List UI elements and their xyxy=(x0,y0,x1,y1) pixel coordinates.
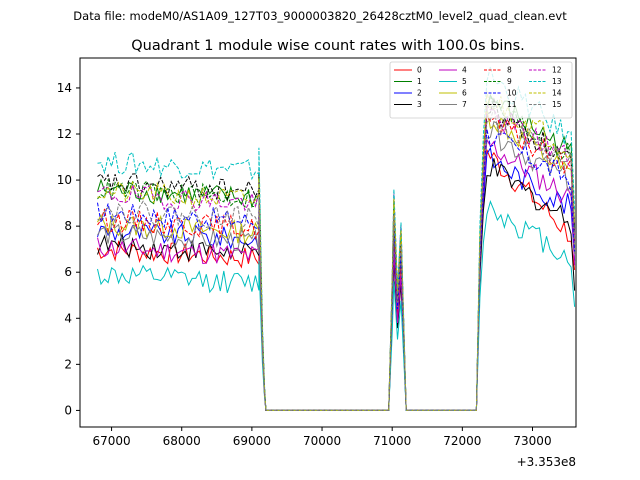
legend-label-0: 0 xyxy=(417,66,422,75)
legend-box xyxy=(389,61,573,119)
x-tick-label: 72000 xyxy=(443,434,481,448)
x-tick-label: 67000 xyxy=(92,434,130,448)
y-tick-label: 12 xyxy=(57,127,72,141)
x-tick-label: 69000 xyxy=(233,434,271,448)
legend-label-2: 2 xyxy=(417,89,422,98)
y-tick-label: 6 xyxy=(64,265,72,279)
axes-frame xyxy=(79,57,577,428)
x-axis: 67000 68000 69000 70000 71000 72000 73000 xyxy=(92,427,552,448)
legend-label-14: 14 xyxy=(552,89,562,98)
y-tick-label: 8 xyxy=(64,219,72,233)
legend-label-6: 6 xyxy=(462,89,467,98)
x-tick-label: 70000 xyxy=(303,434,341,448)
legend-label-13: 13 xyxy=(552,77,562,86)
y-tick-label: 2 xyxy=(64,357,72,371)
series-line-4 xyxy=(97,137,576,411)
legend-label-4: 4 xyxy=(462,66,467,75)
y-tick-label: 14 xyxy=(57,81,72,95)
y-axis: 0 2 4 6 8 10 12 14 xyxy=(57,81,80,417)
y-tick-label: 10 xyxy=(57,173,72,187)
legend-label-11: 11 xyxy=(507,100,517,109)
x-tick-label: 73000 xyxy=(513,434,551,448)
legend-label-1: 1 xyxy=(417,77,422,86)
legend-label-9: 9 xyxy=(507,77,512,86)
legend-label-12: 12 xyxy=(552,66,562,75)
series-line-10 xyxy=(97,129,576,411)
series-line-15 xyxy=(97,108,576,411)
y-tick-label: 4 xyxy=(64,311,72,325)
y-tick-label: 0 xyxy=(64,403,72,417)
figure-suptitle: Data file: modeM0/AS1A09_127T03_90000038… xyxy=(73,9,567,23)
x-offset-text: +3.353e8 xyxy=(517,455,576,469)
legend-label-7: 7 xyxy=(462,100,467,109)
series-line-3 xyxy=(97,158,576,411)
legend-label-8: 8 xyxy=(507,66,512,75)
legend-label-10: 10 xyxy=(507,89,517,98)
legend-label-3: 3 xyxy=(417,100,422,109)
x-tick-label: 71000 xyxy=(373,434,411,448)
legend-label-15: 15 xyxy=(552,100,562,109)
series-layer xyxy=(97,66,576,411)
series-line-2 xyxy=(97,146,576,411)
x-tick-label: 68000 xyxy=(163,434,201,448)
chart-title: Quadrant 1 module wise count rates with … xyxy=(131,38,525,54)
series-line-6 xyxy=(97,109,576,411)
legend-label-5: 5 xyxy=(462,77,467,86)
series-line-8 xyxy=(97,114,576,411)
